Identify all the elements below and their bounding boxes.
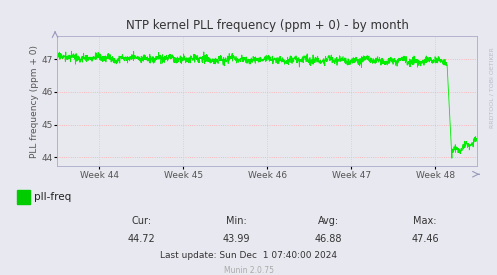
Text: 44.72: 44.72	[128, 234, 156, 244]
Text: Avg:: Avg:	[318, 216, 338, 226]
Y-axis label: PLL frequency (ppm + 0): PLL frequency (ppm + 0)	[30, 45, 39, 158]
Text: 43.99: 43.99	[222, 234, 250, 244]
Title: NTP kernel PLL frequency (ppm + 0) - by month: NTP kernel PLL frequency (ppm + 0) - by …	[126, 19, 409, 32]
Text: Last update: Sun Dec  1 07:40:00 2024: Last update: Sun Dec 1 07:40:00 2024	[160, 251, 337, 260]
Text: 47.46: 47.46	[411, 234, 439, 244]
Text: pll-freq: pll-freq	[34, 192, 71, 202]
Text: RRDTOOL / TOBI OETIKER: RRDTOOL / TOBI OETIKER	[490, 48, 495, 128]
Text: 46.88: 46.88	[314, 234, 342, 244]
Text: Munin 2.0.75: Munin 2.0.75	[224, 266, 273, 274]
Text: Max:: Max:	[413, 216, 437, 226]
Text: Min:: Min:	[226, 216, 247, 226]
Text: Cur:: Cur:	[132, 216, 152, 226]
